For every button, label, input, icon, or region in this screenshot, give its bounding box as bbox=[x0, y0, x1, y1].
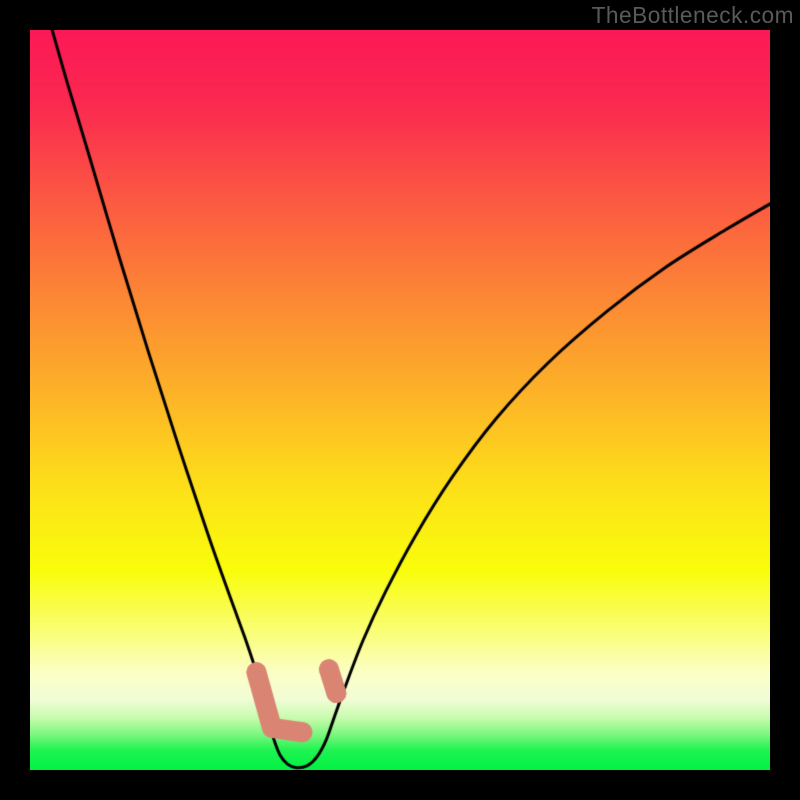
watermark-label: TheBottleneck.com bbox=[592, 2, 794, 29]
plot-area bbox=[30, 30, 770, 770]
bottleneck-curve bbox=[30, 30, 770, 770]
chart-stage: TheBottleneck.com bbox=[0, 0, 800, 800]
